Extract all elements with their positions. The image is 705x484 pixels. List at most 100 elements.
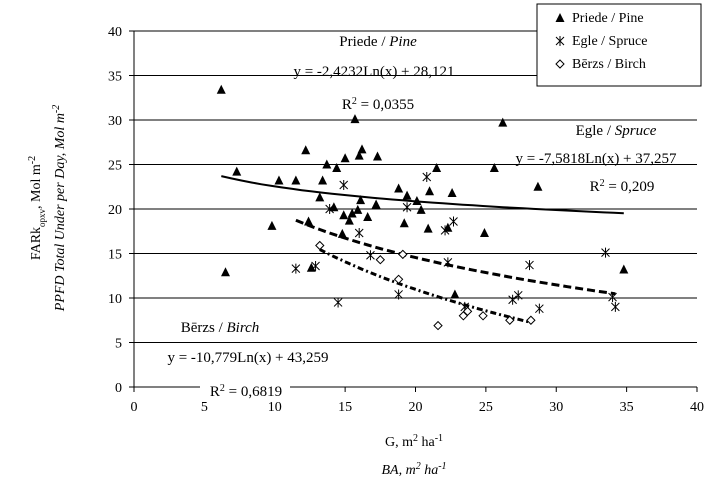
pine-point	[447, 187, 457, 197]
pine-point	[354, 150, 364, 160]
birch-point	[462, 306, 473, 317]
birch-point	[315, 240, 325, 251]
legend-label: Bērzs / Birch	[572, 57, 646, 72]
pine-point	[394, 183, 404, 193]
svg-text:R2 = 0,0355: R2 = 0,0355	[342, 96, 414, 114]
pine-point	[350, 114, 360, 124]
spruce-point	[402, 202, 412, 213]
spruce-point	[394, 289, 403, 300]
birch-point	[505, 315, 515, 325]
x-axis-label-en: BA, m2 ha-1	[381, 461, 446, 479]
pine-point	[220, 267, 230, 277]
spruce-point	[422, 171, 432, 182]
y-tick-label: 40	[108, 25, 122, 40]
data-points	[216, 84, 629, 331]
pine-point	[357, 144, 367, 154]
legend-label: Priede / Pine	[572, 11, 644, 26]
spruce-point	[608, 292, 617, 303]
pine-point	[425, 186, 435, 196]
pine-point	[450, 289, 460, 299]
x-tick-label: 20	[409, 400, 423, 415]
pine-point	[402, 190, 412, 200]
pine-point	[489, 163, 499, 173]
pine-point	[344, 215, 354, 225]
spruce-point	[325, 204, 334, 214]
legend-label: Egle / Spruce	[572, 34, 647, 49]
y-tick-label: 25	[108, 159, 122, 174]
y-tick-label: 30	[108, 114, 122, 129]
svg-text:R2 = 0,6819: R2 = 0,6819	[210, 383, 282, 401]
pine-point	[306, 262, 316, 272]
birch-trend-annotation: Bērzs / Birch y = -10,779Ln(x) + 43,259 …	[150, 318, 329, 400]
spruce-point	[535, 303, 544, 314]
y-tick-label: 35	[108, 70, 122, 85]
pine-point	[337, 228, 347, 238]
pine-point	[356, 195, 366, 205]
pine-point	[372, 151, 382, 161]
pine-trend-title-it: Pine	[388, 34, 417, 50]
pine-point	[332, 163, 342, 173]
spruce-point	[513, 290, 523, 301]
spruce-point	[443, 257, 453, 268]
spruce-point	[508, 294, 517, 305]
y-axis-label: FARkopxv, Mol m-2	[27, 156, 48, 260]
legend-marker-star	[555, 36, 565, 46]
birch-point	[375, 255, 386, 265]
pine-point	[216, 84, 226, 94]
x-axis-label: G, m2 ha-1	[385, 433, 443, 451]
pine-point	[533, 181, 543, 191]
y-tick-label: 0	[115, 381, 122, 396]
spruce-point	[611, 301, 620, 312]
svg-text:R2 = 0,209: R2 = 0,209	[590, 178, 655, 196]
x-tick-label: 0	[131, 400, 138, 415]
birch-point	[398, 249, 408, 260]
y-tick-label: 5	[115, 337, 122, 352]
pine-point	[267, 220, 277, 230]
y-tick-label: 10	[108, 292, 122, 307]
spruce-trendline	[295, 218, 616, 296]
birch-point	[393, 274, 404, 285]
x-tick-label: 30	[549, 400, 563, 415]
svg-text:Egle / Spruce: Egle / Spruce	[576, 123, 657, 139]
pine-point	[423, 223, 433, 233]
pine-point	[232, 166, 242, 176]
x-tick-label: 25	[479, 400, 493, 415]
birch-point	[526, 315, 536, 325]
trendlines	[221, 175, 624, 324]
pine-point	[315, 192, 325, 202]
birch-r2-prefix: R	[210, 384, 220, 400]
pine-point	[329, 202, 339, 212]
tick-labels: 0 5 10 15 20 25 30 35 40 0 5 10 15 20 25 30 35 40	[108, 25, 704, 415]
pine-point	[304, 216, 314, 226]
pine-point	[498, 117, 508, 127]
spruce-trend-annotation: Egle / Spruce y = -7,5818Ln(x) + 37,257 …	[515, 123, 677, 195]
spruce-point	[525, 260, 534, 271]
spruce-trend-title: Egle /	[576, 123, 615, 139]
spruce-point	[333, 297, 343, 308]
x-tick-label: 40	[690, 400, 704, 415]
spruce-point	[311, 260, 320, 271]
pine-point	[416, 204, 426, 214]
spruce-point	[291, 263, 301, 274]
spruce-point	[354, 228, 364, 239]
svg-text:Priede / Pine: Priede / Pine	[339, 34, 417, 50]
spruce-point	[440, 225, 450, 236]
y-tick-label: 15	[108, 248, 122, 263]
pine-point	[301, 145, 311, 155]
pine-point	[412, 195, 422, 205]
gridlines	[134, 30, 697, 343]
y-axis-label-en: PPFD Total Under per Day, Mol m-2	[51, 105, 69, 313]
pine-point	[432, 163, 442, 173]
pine-point	[322, 159, 332, 169]
pine-point	[399, 218, 409, 228]
birch-point	[478, 311, 488, 321]
pine-point	[619, 264, 629, 274]
svg-text:Bērzs / Birch: Bērzs / Birch	[181, 320, 260, 336]
legend: Priede / Pine Egle / Spruce Bērzs / Birch	[536, 3, 702, 87]
pine-point	[353, 204, 363, 214]
spruce-point	[449, 216, 458, 227]
spruce-trend-title-it: Spruce	[615, 123, 657, 139]
pine-r2-prefix: R	[342, 97, 352, 113]
birch-r2-value: = 0,6819	[225, 384, 282, 400]
